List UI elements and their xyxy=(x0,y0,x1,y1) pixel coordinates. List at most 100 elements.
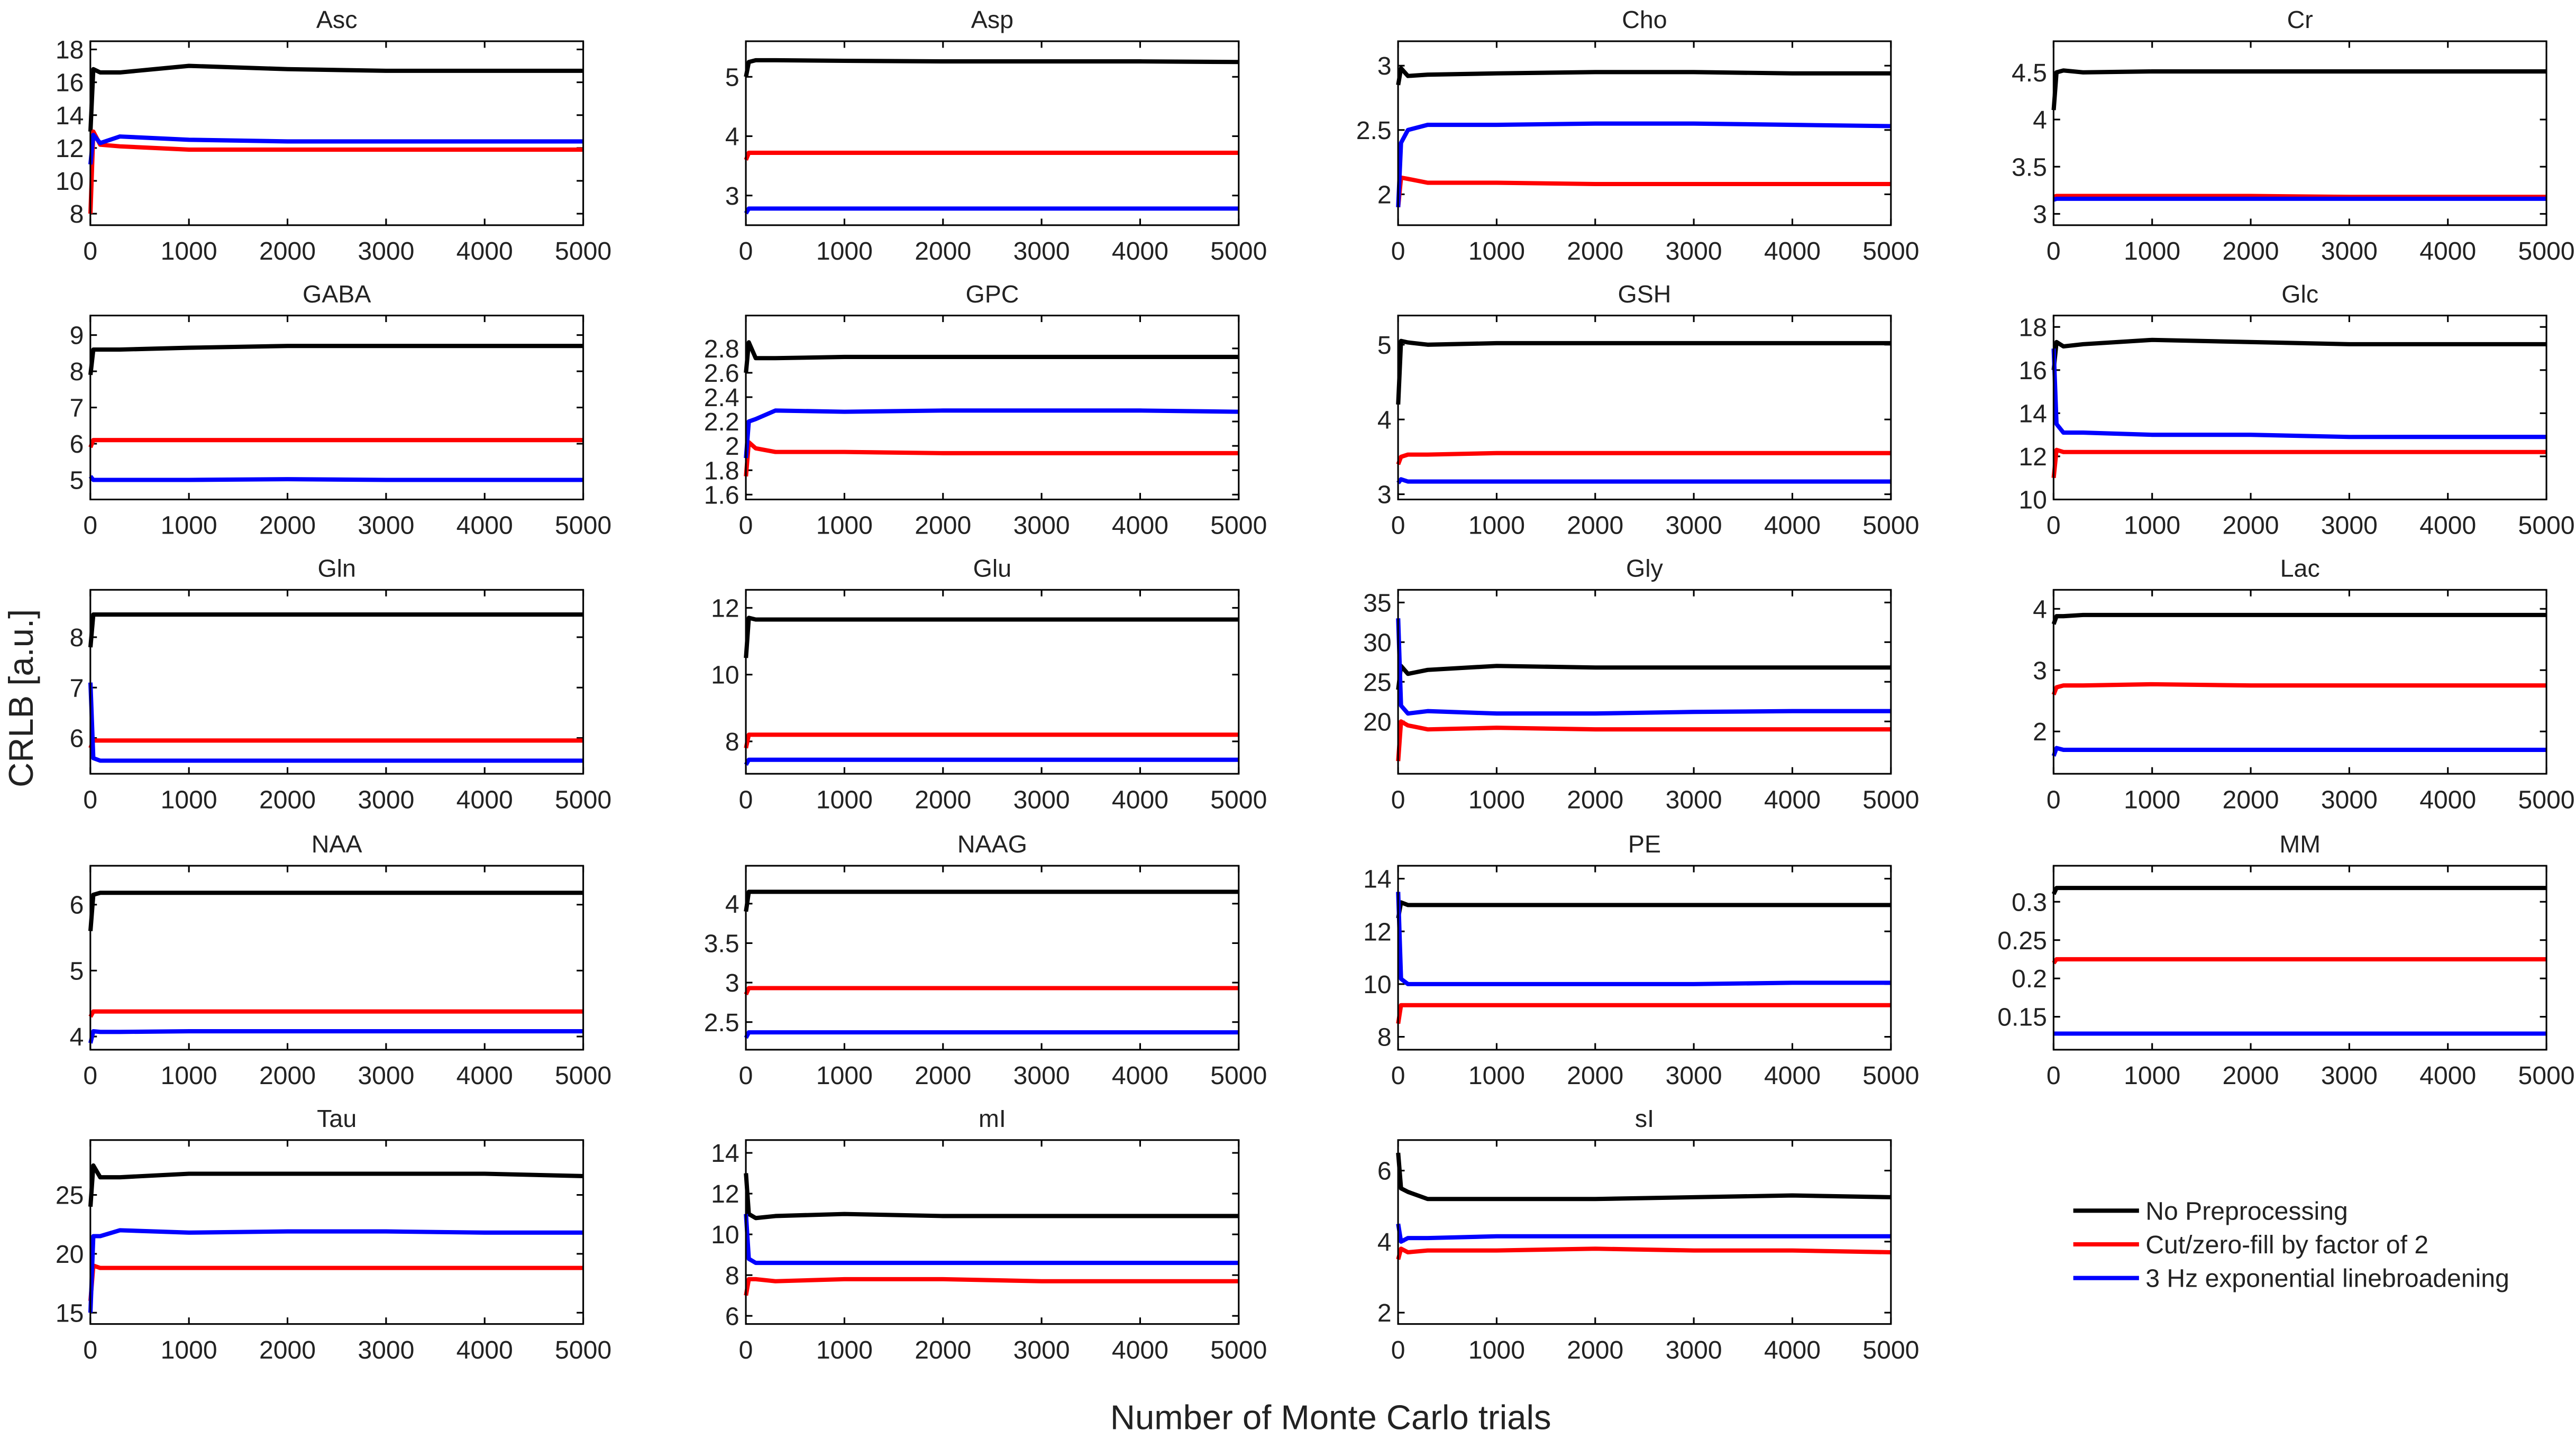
x-tick-label: 1000 xyxy=(2124,511,2180,540)
x-tick-label: 2000 xyxy=(259,785,316,814)
x-tick-label: 4000 xyxy=(456,1336,513,1364)
plot-frame xyxy=(2052,315,2547,501)
y-tick-label: 14 xyxy=(1363,865,1392,894)
series-line xyxy=(2051,68,2547,111)
x-tick-label: 0 xyxy=(739,785,753,814)
x-tick-label: 3000 xyxy=(1013,1061,1070,1090)
panel-title: Lac xyxy=(2280,554,2320,582)
x-tick-label: 2000 xyxy=(2223,511,2279,540)
x-tick-label: 0 xyxy=(739,1061,753,1090)
y-tick-label: 10 xyxy=(711,661,739,690)
series-line xyxy=(2053,196,2547,202)
y-tick-label: 4 xyxy=(1377,406,1392,434)
plot-frame xyxy=(89,1139,584,1325)
x-tick-label: 3000 xyxy=(1013,785,1070,814)
panel-title: Glc xyxy=(2281,280,2318,308)
series-line xyxy=(2051,447,2547,479)
y-tick-label: 4 xyxy=(70,1023,84,1051)
plot-area xyxy=(1398,590,1891,774)
x-tick-label: 2000 xyxy=(2223,237,2279,265)
plot-frame xyxy=(745,1139,1240,1325)
y-tick-label: 9 xyxy=(70,322,84,350)
y-tick-label: 1.8 xyxy=(704,456,739,485)
plot-area xyxy=(90,590,583,774)
series-line xyxy=(1396,477,1891,484)
x-tick-label: 2000 xyxy=(259,1061,316,1090)
series-line xyxy=(744,408,1239,458)
x-tick-label: 0 xyxy=(739,1336,753,1364)
plot-area xyxy=(90,315,583,500)
y-tick-label: 3.5 xyxy=(704,929,739,958)
x-tick-label: 1000 xyxy=(1468,785,1525,814)
x-tick-label: 4000 xyxy=(1112,237,1168,265)
series-line xyxy=(1396,66,1891,86)
y-tick-label: 2 xyxy=(725,432,739,461)
x-tick-label: 4000 xyxy=(456,785,513,814)
x-tick-label: 4000 xyxy=(1112,1061,1168,1090)
series-line xyxy=(1396,451,1891,465)
plot-frame xyxy=(745,865,1240,1051)
plot-area xyxy=(2053,590,2547,774)
x-tick-label: 4000 xyxy=(1112,511,1168,540)
x-tick-label: 3000 xyxy=(1666,237,1722,265)
x-tick-label: 5000 xyxy=(1210,785,1267,814)
x-tick-label: 4000 xyxy=(456,237,513,265)
series-line xyxy=(1396,664,1891,690)
x-tick-label: 0 xyxy=(83,1336,97,1364)
x-tick-label: 4000 xyxy=(1764,1336,1821,1364)
x-tick-label: 1000 xyxy=(2124,1061,2180,1090)
panel-title: PE xyxy=(1628,830,1661,858)
y-tick-label: 3 xyxy=(725,969,739,997)
x-tick-label: 2000 xyxy=(1567,511,1623,540)
series-line xyxy=(88,682,583,763)
y-tick-label: 6 xyxy=(70,430,84,458)
y-tick-label: 4 xyxy=(2033,106,2047,134)
x-tick-label: 2000 xyxy=(259,237,316,265)
x-tick-label: 4000 xyxy=(456,511,513,540)
x-tick-label: 5000 xyxy=(1862,511,1919,540)
x-tick-label: 2000 xyxy=(259,1336,316,1364)
x-tick-label: 4000 xyxy=(1112,785,1168,814)
series-line xyxy=(1396,1003,1891,1024)
y-tick-label: 0.25 xyxy=(1997,927,2047,955)
y-tick-label: 2 xyxy=(1377,181,1392,209)
series-line xyxy=(2051,682,2547,696)
x-tick-label: 3000 xyxy=(1013,511,1070,540)
x-tick-label: 1000 xyxy=(2124,237,2180,265)
y-tick-label: 30 xyxy=(1363,628,1392,657)
series-line xyxy=(2051,746,2547,757)
y-tick-label: 8 xyxy=(725,728,739,756)
y-tick-label: 8 xyxy=(70,623,84,652)
x-tick-label: 5000 xyxy=(2518,1061,2575,1090)
y-tick-label: 12 xyxy=(711,594,739,622)
y-tick-label: 0.3 xyxy=(2012,888,2047,916)
panel-title: mI xyxy=(979,1105,1006,1132)
y-tick-label: 20 xyxy=(56,1240,84,1269)
x-tick-label: 1000 xyxy=(1468,1061,1525,1090)
y-tick-label: 4 xyxy=(2033,595,2047,623)
y-tick-label: 10 xyxy=(1363,970,1392,999)
x-tick-label: 2000 xyxy=(915,1336,971,1364)
x-tick-label: 4000 xyxy=(1764,1061,1821,1090)
legend-label: No Preprocessing xyxy=(2145,1197,2348,1225)
series-line xyxy=(88,475,583,482)
series-line xyxy=(744,150,1239,161)
series-line xyxy=(2052,957,2547,965)
series-line xyxy=(88,1263,583,1301)
x-tick-label: 5000 xyxy=(2518,511,2575,540)
x-tick-label: 0 xyxy=(2047,1061,2061,1090)
series-line xyxy=(744,440,1239,477)
x-tick-label: 4000 xyxy=(1764,511,1821,540)
y-tick-label: 25 xyxy=(1363,668,1392,696)
series-line xyxy=(88,891,583,931)
y-tick-label: 7 xyxy=(70,394,84,423)
series-line xyxy=(744,616,1239,658)
plot-area xyxy=(1398,41,1891,225)
y-tick-label: 2.8 xyxy=(704,335,739,363)
x-tick-label: 3000 xyxy=(358,1061,414,1090)
y-tick-label: 1.6 xyxy=(704,481,739,509)
series-line xyxy=(88,1163,583,1207)
plot-frame xyxy=(1397,40,1892,226)
panel-title: GPC xyxy=(965,280,1019,308)
